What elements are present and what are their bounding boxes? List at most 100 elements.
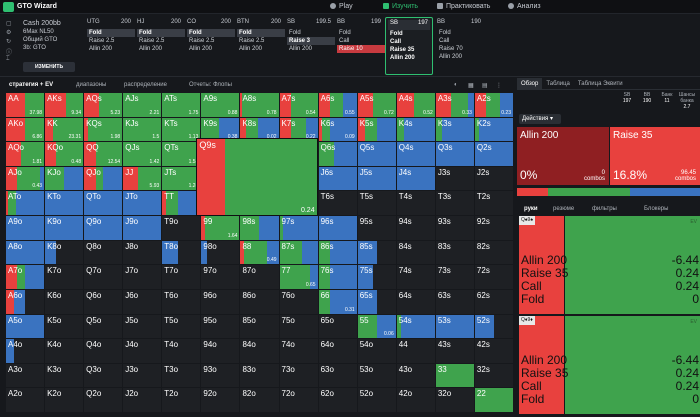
nav-play[interactable]: Play: [330, 3, 353, 10]
hand-cell[interactable]: 97s: [279, 216, 319, 241]
settings-icon[interactable]: ⚙: [6, 30, 12, 36]
action-option[interactable]: Fold: [439, 30, 451, 36]
hand-cell[interactable]: 75o: [279, 314, 319, 340]
hand-cell[interactable]: 98o: [201, 240, 241, 266]
hand-cell[interactable]: 54s: [396, 314, 436, 340]
hand-cell[interactable]: T6o: [162, 289, 202, 315]
hand-cell[interactable]: 95o: [201, 314, 241, 340]
hand-cell[interactable]: T6s: [318, 191, 358, 217]
hand-cell[interactable]: K2s: [474, 117, 514, 143]
hand-cell[interactable]: AJo 0.43: [6, 166, 46, 192]
action-option[interactable]: Call: [339, 38, 350, 44]
position-bb-7[interactable]: BB 190 Fold Call Raise 70 Allin 200: [437, 19, 485, 61]
hand-cell[interactable]: 85o: [240, 314, 280, 340]
hand-cell[interactable]: KJo: [45, 166, 85, 192]
hand-cell[interactable]: Q4o: [84, 339, 124, 364]
info-icon[interactable]: ⓘ: [6, 50, 13, 56]
hand-cell[interactable]: A7o: [6, 265, 46, 290]
hand-cell[interactable]: 74s: [396, 265, 436, 290]
hand-cell[interactable]: 94o: [201, 339, 241, 364]
tab-strategy-ev[interactable]: стратегия + EV: [9, 82, 54, 88]
hand-cell[interactable]: 87s: [279, 240, 319, 266]
hand-cell[interactable]: Q8o: [84, 240, 124, 266]
hand-cell[interactable]: 97o: [201, 265, 241, 290]
hand-cell[interactable]: 62o: [318, 388, 358, 413]
hand-cell[interactable]: KQo 0.48: [45, 142, 85, 167]
hand-cell[interactable]: 76o: [279, 289, 319, 315]
hand-cell[interactable]: 64o: [318, 339, 358, 364]
hand-cell[interactable]: A8s 0.78: [240, 93, 280, 118]
hand-cell[interactable]: 55 0.06: [357, 314, 397, 340]
hand-cell[interactable]: 42s: [474, 339, 514, 364]
hand-cell[interactable]: QTo: [84, 191, 124, 217]
hand-cell[interactable]: J9o: [123, 216, 163, 241]
action-option[interactable]: Allin 200: [439, 54, 463, 60]
hand-cell[interactable]: 92o: [201, 388, 241, 413]
hand-cell[interactable]: ATo: [6, 191, 46, 217]
hand-cell[interactable]: J6o: [123, 289, 163, 315]
hand-cell[interactable]: 43s: [435, 339, 475, 364]
action-option[interactable]: Allin 200: [139, 46, 163, 52]
hand-cell[interactable]: JTo: [123, 191, 163, 217]
hand-cell[interactable]: 62s: [474, 289, 514, 315]
hand-cell[interactable]: AJs 2.21: [123, 93, 163, 118]
hand-cell[interactable]: A5s 0.72: [357, 93, 397, 118]
hand-cell[interactable]: T9o: [162, 216, 202, 241]
hand-cell[interactable]: A4o: [6, 339, 46, 364]
action-option[interactable]: Raise 2.5: [239, 38, 265, 44]
hand-cell[interactable]: KJs 1.5: [123, 117, 163, 143]
hand-cell[interactable]: 73o: [279, 363, 319, 389]
hand-cell[interactable]: A9o: [6, 216, 46, 241]
hand-cell[interactable]: 74o: [279, 339, 319, 364]
hand-cell[interactable]: J7o: [123, 265, 163, 290]
hand-cell[interactable]: 64s: [396, 289, 436, 315]
hand-cell[interactable]: KTs 1.13: [162, 117, 202, 143]
hand-cell[interactable]: 88 0.49: [240, 240, 280, 266]
hand-cell[interactable]: 84s: [396, 240, 436, 266]
hand-cell[interactable]: J8o: [123, 240, 163, 266]
refresh-icon[interactable]: ↻: [6, 39, 12, 45]
hand-cell[interactable]: T4s: [396, 191, 436, 217]
hand-cell[interactable]: 84o: [240, 339, 280, 364]
action-option[interactable]: Fold: [339, 30, 351, 36]
hand-cell[interactable]: 82s: [474, 240, 514, 266]
hand-cell[interactable]: 87o: [240, 265, 280, 290]
action-option[interactable]: Allin 200: [390, 55, 415, 61]
hand-cell[interactable]: T3o: [162, 363, 202, 389]
hand-cell[interactable]: 93s: [435, 216, 475, 241]
combo-card[interactable]: Q♠9♠ EV Allin 200 -6.44 Raise 35 0.24 Call 0.24…: [519, 216, 700, 314]
hand-cell[interactable]: 96o: [201, 289, 241, 315]
allin-summary[interactable]: Allin 200 0% 0 combos: [517, 127, 609, 185]
hand-cell[interactable]: 65o: [318, 314, 358, 340]
tab-equity[interactable]: Таблица Эквити: [577, 81, 623, 87]
reports-dropdown[interactable]: Отчеты: Флопы: [189, 82, 232, 88]
hand-cell[interactable]: Q6s: [318, 142, 358, 167]
hand-cell[interactable]: J4o: [123, 339, 163, 364]
hand-cell[interactable]: J6s: [318, 166, 358, 192]
hand-cell[interactable]: 95s: [357, 216, 397, 241]
copy-icon[interactable]: ▢: [6, 21, 12, 27]
hand-cell[interactable]: K5s: [357, 117, 397, 143]
hand-cell[interactable]: K9o: [45, 216, 85, 241]
action-option[interactable]: Fold: [289, 30, 301, 36]
position-utg-0[interactable]: UTG 200 Fold Raise 2.5 Allin 200: [87, 19, 135, 53]
hand-cell[interactable]: QJs 1.42: [123, 142, 163, 167]
hand-cell[interactable]: K7s 0.22: [279, 117, 319, 143]
hand-cell[interactable]: A4s 0.52: [396, 93, 436, 118]
nav-study[interactable]: Изучить: [383, 3, 418, 10]
hand-cell[interactable]: 42o: [396, 388, 436, 413]
hand-cell[interactable]: Q3s: [435, 142, 475, 167]
hand-cell[interactable]: 63o: [318, 363, 358, 389]
hand-cell[interactable]: A9s 0.88: [201, 93, 241, 118]
hand-cell[interactable]: 52o: [357, 388, 397, 413]
hand-cell[interactable]: J5o: [123, 314, 163, 340]
hand-cell[interactable]: J2s: [474, 166, 514, 192]
hand-cell[interactable]: 72o: [279, 388, 319, 413]
hand-cell[interactable]: 52s: [474, 314, 514, 340]
hand-cell[interactable]: AQo 1.81: [6, 142, 46, 167]
tab-ranges[interactable]: диапазоны: [76, 82, 107, 88]
action-option[interactable]: Allin 200: [89, 46, 113, 52]
hand-cell[interactable]: Q7o: [84, 265, 124, 290]
action-option[interactable]: Fold: [390, 31, 403, 37]
hand-cell[interactable]: 98s: [240, 216, 280, 241]
